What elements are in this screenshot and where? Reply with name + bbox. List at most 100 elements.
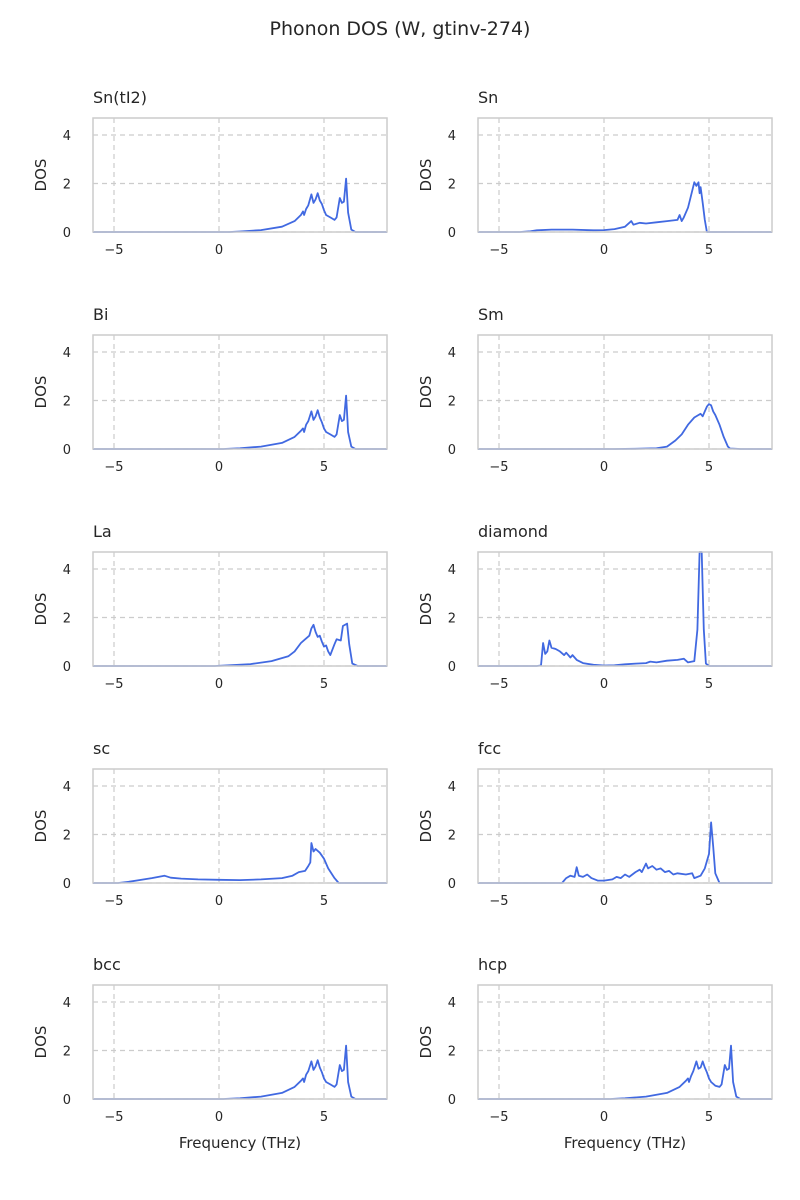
axes-frame xyxy=(92,334,388,450)
y-tick-label: 0 xyxy=(448,660,456,675)
x-tick-label: −5 xyxy=(489,1110,508,1125)
x-tick-label: 0 xyxy=(215,677,223,692)
x-tick-label: 5 xyxy=(320,460,328,475)
y-tick-label: 2 xyxy=(63,177,71,192)
y-tick-label: 4 xyxy=(63,346,71,361)
subplot-2: −5 0 5 0 2 4 Bi DOS xyxy=(32,305,388,475)
y-axis-label: DOS xyxy=(32,1026,50,1059)
x-tick-label: 5 xyxy=(320,894,328,909)
subplot-title: bcc xyxy=(93,955,121,974)
x-tick-label: 5 xyxy=(705,460,713,475)
x-tick-label: 0 xyxy=(600,460,608,475)
x-axis-label: Frequency (THz) xyxy=(179,1134,301,1152)
x-tick-label: 5 xyxy=(705,243,713,258)
subplot-title: diamond xyxy=(478,522,548,541)
y-axis-label: DOS xyxy=(417,159,435,192)
y-tick-label: 4 xyxy=(448,346,456,361)
axes-frame xyxy=(92,117,388,233)
dos-series-line xyxy=(478,181,772,233)
y-tick-label: 2 xyxy=(63,828,71,843)
y-tick-label: 0 xyxy=(448,226,456,241)
subplot-1: −5 0 5 0 2 4 Sn DOS xyxy=(417,88,773,258)
x-tick-label: 0 xyxy=(600,677,608,692)
y-tick-label: 4 xyxy=(448,996,456,1011)
y-tick-label: 4 xyxy=(63,563,71,578)
y-axis-label: DOS xyxy=(417,1026,435,1059)
subplot-9: −5 0 5 0 2 4 hcp DOS Frequency (THz) xyxy=(417,955,773,1152)
axes-frame xyxy=(477,551,773,667)
axes-frame xyxy=(477,768,773,884)
x-tick-label: 0 xyxy=(215,460,223,475)
dos-series-line xyxy=(93,177,387,233)
x-axis-label: Frequency (THz) xyxy=(564,1134,686,1152)
y-tick-label: 0 xyxy=(63,660,71,675)
x-tick-label: 5 xyxy=(705,1110,713,1125)
y-axis-label: DOS xyxy=(32,810,50,843)
x-tick-label: −5 xyxy=(489,243,508,258)
dos-series-line xyxy=(93,1044,387,1100)
y-tick-label: 0 xyxy=(448,443,456,458)
y-axis-label: DOS xyxy=(417,810,435,843)
y-tick-label: 2 xyxy=(448,177,456,192)
y-tick-label: 0 xyxy=(63,877,71,892)
subplot-6: −5 0 5 0 2 4 sc DOS xyxy=(32,739,388,909)
y-tick-label: 4 xyxy=(63,780,71,795)
axes-frame xyxy=(92,551,388,667)
y-tick-label: 4 xyxy=(448,563,456,578)
x-tick-label: 0 xyxy=(600,1110,608,1125)
y-tick-label: 2 xyxy=(448,611,456,626)
x-tick-label: −5 xyxy=(104,460,123,475)
subplot-title: fcc xyxy=(478,739,501,758)
y-tick-label: 4 xyxy=(63,129,71,144)
y-tick-label: 2 xyxy=(448,394,456,409)
y-axis-label: DOS xyxy=(32,376,50,409)
y-tick-label: 4 xyxy=(448,129,456,144)
subplot-8: −5 0 5 0 2 4 bcc DOS Frequency (THz) xyxy=(32,955,388,1152)
figure-title: Phonon DOS (W, gtinv-274) xyxy=(269,18,531,40)
subplot-5: −5 0 5 0 2 4 diamond DOS xyxy=(417,522,773,692)
axes-frame xyxy=(92,984,388,1100)
y-tick-label: 0 xyxy=(63,226,71,241)
y-tick-label: 0 xyxy=(448,1093,456,1108)
x-tick-label: −5 xyxy=(489,894,508,909)
subplot-3: −5 0 5 0 2 4 Sm DOS xyxy=(417,305,773,475)
x-tick-label: −5 xyxy=(489,460,508,475)
y-axis-label: DOS xyxy=(32,159,50,192)
subplot-title: Sn(tI2) xyxy=(93,88,147,107)
x-tick-label: −5 xyxy=(489,677,508,692)
x-tick-label: 0 xyxy=(600,243,608,258)
y-axis-label: DOS xyxy=(417,376,435,409)
x-tick-label: 5 xyxy=(705,677,713,692)
dos-series-line xyxy=(478,403,772,450)
y-tick-label: 2 xyxy=(448,1044,456,1059)
subplot-title: Sn xyxy=(478,88,498,107)
x-tick-label: 0 xyxy=(215,894,223,909)
x-tick-label: 0 xyxy=(215,243,223,258)
x-tick-label: −5 xyxy=(104,1110,123,1125)
dos-series-line xyxy=(93,842,387,884)
subplot-title: Sm xyxy=(478,305,504,324)
y-tick-label: 0 xyxy=(448,877,456,892)
axes-frame xyxy=(477,334,773,450)
subplot-0: −5 0 5 0 2 4 Sn(tI2) DOS xyxy=(32,88,388,258)
dos-series-line xyxy=(93,394,387,450)
y-axis-label: DOS xyxy=(32,593,50,626)
x-tick-label: 5 xyxy=(320,677,328,692)
y-tick-label: 4 xyxy=(448,780,456,795)
x-tick-label: −5 xyxy=(104,243,123,258)
x-tick-label: 5 xyxy=(705,894,713,909)
x-tick-label: 0 xyxy=(600,894,608,909)
subplot-4: −5 0 5 0 2 4 La DOS xyxy=(32,522,388,692)
dos-series-line xyxy=(478,1044,772,1100)
subplot-7: −5 0 5 0 2 4 fcc DOS xyxy=(417,739,773,909)
subplot-title: sc xyxy=(93,739,110,758)
y-tick-label: 2 xyxy=(63,394,71,409)
axes-frame xyxy=(477,117,773,233)
y-tick-label: 2 xyxy=(63,611,71,626)
subplot-title: Bi xyxy=(93,305,108,324)
subplot-title: hcp xyxy=(478,955,507,974)
x-tick-label: −5 xyxy=(104,894,123,909)
dos-series-line xyxy=(93,622,387,667)
